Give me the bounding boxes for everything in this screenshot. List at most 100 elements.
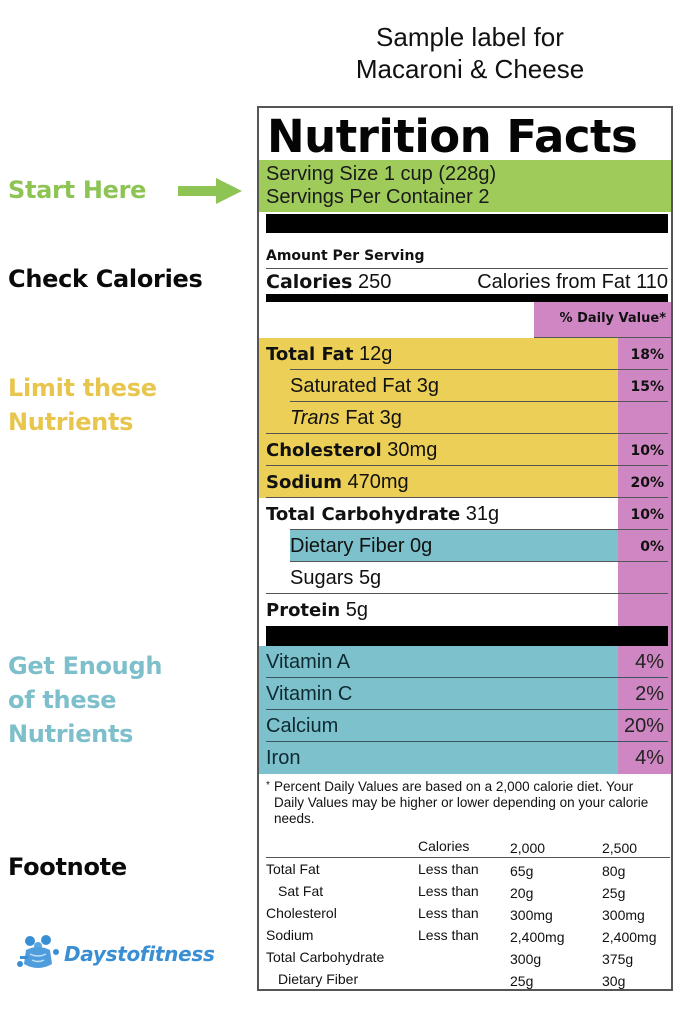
vitamin-dv: 4% — [635, 747, 664, 769]
thick-divider — [266, 626, 668, 646]
nutrient-name: Cholesterol — [266, 440, 382, 461]
nutrient-amount: 0g — [410, 535, 433, 557]
nutrient-row-cholesterol: Cholesterol 30mg 10% — [259, 434, 671, 466]
nutrient-dv: 10% — [630, 507, 664, 523]
nutrient-row-sugars: Sugars 5g — [259, 562, 671, 594]
get-enough-label: Get Enough of these Nutrients — [8, 649, 162, 751]
nutrient-amount: 3g — [379, 407, 402, 429]
daily-values-reference-table: Calories 2,000 2,500 Total Fat Less than… — [266, 835, 670, 990]
table-header: 2,500 — [602, 840, 638, 856]
vitamin-row-iron: Iron 4% — [259, 742, 671, 774]
table-header-row: Calories 2,000 2,500 — [266, 835, 670, 858]
nutrient-row-sodium: Sodium 470mg 20% — [259, 466, 671, 498]
nutrient-row-saturated-fat: Saturated Fat 3g 15% — [259, 370, 671, 402]
nutrient-name-suffix: Fat — [345, 407, 375, 429]
table-cell: 65g — [510, 863, 534, 879]
table-row: Dietary Fiber 25g 30g — [266, 968, 670, 990]
enough-line-2: of these — [8, 686, 117, 714]
nutrient-amount: 3g — [416, 375, 439, 397]
calories-row: Calories 250 Calories from Fat 110 — [266, 270, 668, 294]
calories: Calories 250 — [266, 270, 391, 294]
vitamin-dv: 20% — [623, 715, 664, 737]
table-cell: Dietary Fiber — [278, 971, 359, 987]
nutrient-name: Sugars — [290, 567, 354, 589]
nutrient-dv: 10% — [630, 443, 664, 459]
limit-line-1: Limit these — [8, 374, 157, 402]
footnote: * Percent Daily Values are based on a 2,… — [266, 779, 666, 827]
nutrient-dv: 18% — [630, 347, 664, 363]
vitamin-dv: 2% — [635, 683, 664, 705]
table-cell: 25g — [510, 973, 534, 989]
table-row: Total Carbohydrate 300g 375g — [266, 946, 670, 968]
daystofitness-logo: Daystofitness — [16, 934, 241, 974]
nutrient-name: Total Fat — [266, 344, 354, 365]
nutrient-name: Dietary Fiber — [290, 535, 405, 557]
table-cell: 375g — [602, 951, 634, 967]
table-cell: 300mg — [602, 907, 645, 923]
nutrition-facts-heading: Nutrition Facts — [267, 110, 638, 163]
servings-per-container: Servings Per Container 2 — [266, 186, 490, 208]
table-cell: Sodium — [266, 927, 314, 943]
nutrient-row-protein: Protein 5g — [259, 594, 671, 626]
nutrient-row-dietary-fiber: Dietary Fiber 0g 0% — [259, 530, 671, 562]
calories-value: 250 — [357, 271, 392, 293]
amount-per-serving: Amount Per Serving — [266, 243, 668, 269]
nutrient-amount: 31g — [465, 503, 500, 525]
calories-label: Calories — [266, 271, 353, 293]
vitamin-row-calcium: Calcium 20% — [259, 710, 671, 742]
table-row: Cholesterol Less than 300mg 300mg — [266, 902, 670, 924]
nutrient-row-trans-fat: Trans Fat 3g — [259, 402, 671, 434]
page-title-line-1: Sample label for — [376, 22, 564, 52]
nutrient-dv: 15% — [630, 379, 664, 395]
nutrient-dv: 20% — [630, 475, 664, 491]
nutrient-amount: 12g — [359, 343, 393, 365]
vitamin-name: Iron — [266, 747, 301, 769]
enough-line-3: Nutrients — [8, 720, 134, 748]
start-here-label: Start Here — [8, 176, 147, 204]
nutrient-name: Saturated Fat — [290, 375, 412, 397]
nutrition-facts-label: Nutrition Facts Serving Size 1 cup (228g… — [257, 106, 673, 991]
nutrient-amount: 30mg — [387, 439, 438, 461]
footnote-star: * — [266, 780, 270, 791]
arrow-right-icon — [178, 178, 242, 204]
table-row: Total Fat Less than 65g 80g — [266, 858, 670, 880]
table-cell: Less than — [418, 883, 479, 899]
serving-size: Serving Size 1 cup (228g) — [266, 163, 497, 185]
vitamin-name: Calcium — [266, 715, 339, 737]
table-cell: Sat Fat — [278, 883, 324, 899]
table-header: Calories — [418, 838, 470, 854]
thick-divider — [266, 214, 668, 233]
calories-from-fat: Calories from Fat 110 — [477, 271, 668, 293]
nutrient-name: Sodium — [266, 472, 342, 493]
table-cell: Cholesterol — [266, 905, 337, 921]
page-title-line-2: Macaroni & Cheese — [355, 54, 585, 84]
table-cell: 300mg — [510, 907, 553, 923]
table-row: Sodium Less than 2,400mg 2,400mg — [266, 924, 670, 946]
table-cell: Total Carbohydrate — [266, 949, 385, 965]
table-cell: 25g — [602, 885, 626, 901]
nutrient-amount: 470mg — [347, 471, 409, 493]
nutrient-name: Total Carbohydrate — [266, 504, 461, 525]
nutrient-dv: 0% — [640, 539, 664, 555]
table-cell: 2,400mg — [510, 929, 565, 945]
enough-line-1: Get Enough — [8, 652, 163, 680]
footnote-text: Percent Daily Values are based on a 2,00… — [274, 779, 649, 826]
table-cell: Less than — [418, 861, 479, 877]
serving-info: Serving Size 1 cup (228g) Servings Per C… — [259, 160, 671, 212]
limit-line-2: Nutrients — [8, 408, 134, 436]
table-header: 2,000 — [510, 840, 546, 856]
table-cell: 2,400mg — [602, 929, 657, 945]
nutrient-name: Protein — [266, 600, 341, 621]
medium-divider — [266, 294, 668, 302]
daily-value-header: % Daily Value* — [534, 302, 671, 338]
nutrient-amount: 5g — [345, 599, 369, 621]
table-cell: 300g — [510, 951, 542, 967]
check-calories-label: Check Calories — [8, 265, 203, 293]
table-cell: 30g — [602, 973, 626, 989]
vitamin-row-c: Vitamin C 2% — [259, 678, 671, 710]
table-cell: 20g — [510, 885, 534, 901]
vitamin-row-a: Vitamin A 4% — [259, 646, 671, 678]
table-cell: Less than — [418, 927, 479, 943]
nutrient-amount: 5g — [358, 567, 382, 589]
table-cell: Total Fat — [266, 861, 320, 877]
